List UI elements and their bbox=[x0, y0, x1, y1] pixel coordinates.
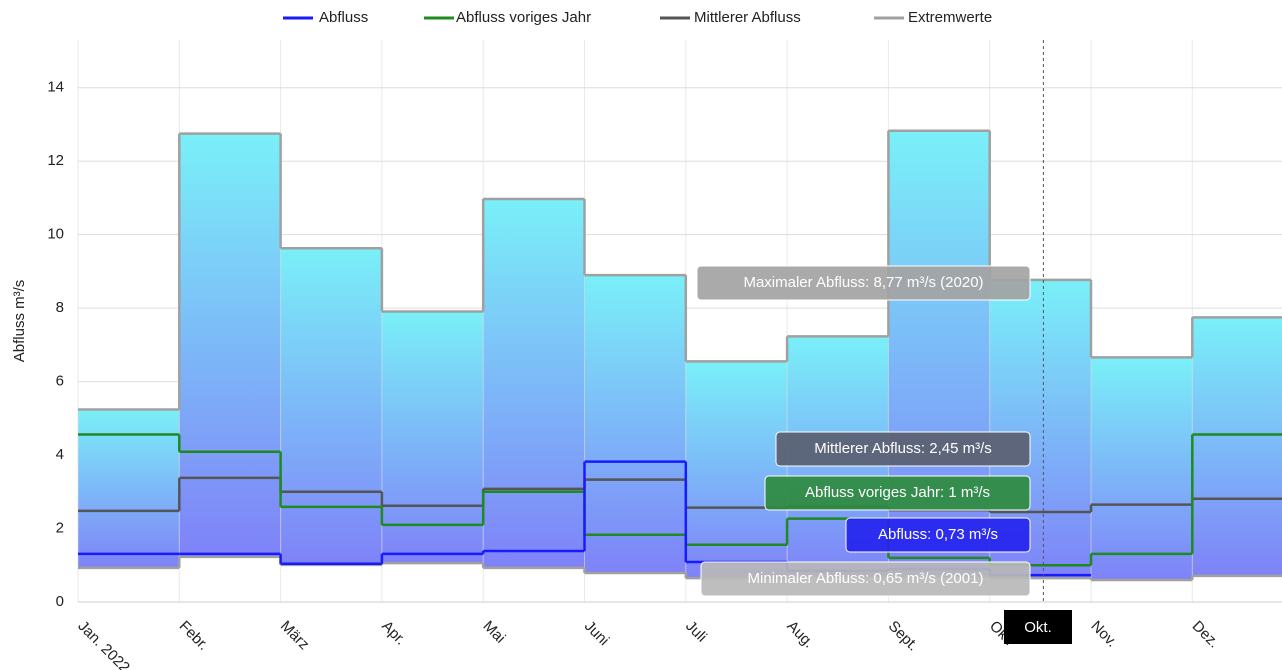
y-tick-label: 6 bbox=[56, 373, 64, 390]
extreme-band bbox=[685, 361, 788, 579]
x-tick-label: März bbox=[277, 618, 313, 654]
x-tick-label: Juli bbox=[682, 618, 710, 646]
y-tick-label: 14 bbox=[47, 79, 64, 96]
x-tick-label: Sept. bbox=[885, 618, 922, 655]
extreme-band bbox=[1091, 357, 1193, 580]
extreme-band bbox=[1192, 317, 1282, 576]
x-tick-label: Aug. bbox=[783, 618, 817, 652]
highlight-label-box bbox=[1004, 610, 1072, 644]
tooltip-text: Minimaler Abfluss: 0,65 m³/s (2001) bbox=[748, 570, 984, 587]
extreme-band bbox=[280, 248, 382, 565]
x-tick-label: Febr. bbox=[176, 618, 212, 654]
legend-label: Extremwerte bbox=[908, 9, 992, 26]
extreme-band bbox=[584, 275, 686, 573]
x-tick-label: Juni bbox=[581, 618, 612, 649]
legend-label: Mittlerer Abfluss bbox=[694, 9, 801, 26]
y-tick-label: 2 bbox=[56, 520, 64, 537]
tooltip-text: Mittlerer Abfluss: 2,45 m³/s bbox=[814, 440, 992, 457]
x-tick-label: Dez. bbox=[1189, 618, 1223, 652]
extreme-band bbox=[179, 133, 281, 557]
tooltip-box bbox=[764, 475, 1031, 511]
y-axis-title: Abfluss m³/s bbox=[11, 280, 28, 363]
y-tick-label: 0 bbox=[56, 593, 64, 610]
tooltip-box bbox=[775, 431, 1031, 467]
tooltip-box bbox=[696, 265, 1031, 301]
tooltip-text: Abfluss voriges Jahr: 1 m³/s bbox=[805, 484, 990, 501]
y-tick-label: 10 bbox=[47, 226, 64, 243]
extreme-band bbox=[381, 311, 484, 564]
tooltip-box bbox=[700, 561, 1031, 597]
extreme-band bbox=[483, 199, 585, 568]
legend-label: Abfluss bbox=[319, 9, 368, 26]
x-tick-label: Jan. 2022 bbox=[74, 618, 133, 670]
legend-label: Abfluss voriges Jahr bbox=[456, 9, 591, 26]
y-tick-label: 12 bbox=[47, 152, 64, 169]
tooltip-text: Maximaler Abfluss: 8,77 m³/s (2020) bbox=[743, 274, 983, 291]
y-tick-label: 4 bbox=[56, 446, 64, 463]
highlight-label: Okt. bbox=[1024, 619, 1052, 636]
tooltip-box bbox=[845, 517, 1031, 553]
y-tick-label: 8 bbox=[56, 299, 64, 316]
x-tick-label: Mai bbox=[480, 618, 509, 647]
tooltip-text: Abfluss: 0,73 m³/s bbox=[878, 526, 998, 543]
x-tick-label: Apr. bbox=[378, 618, 409, 649]
x-tick-label: Nov. bbox=[1087, 618, 1120, 651]
extreme-band bbox=[78, 409, 180, 568]
